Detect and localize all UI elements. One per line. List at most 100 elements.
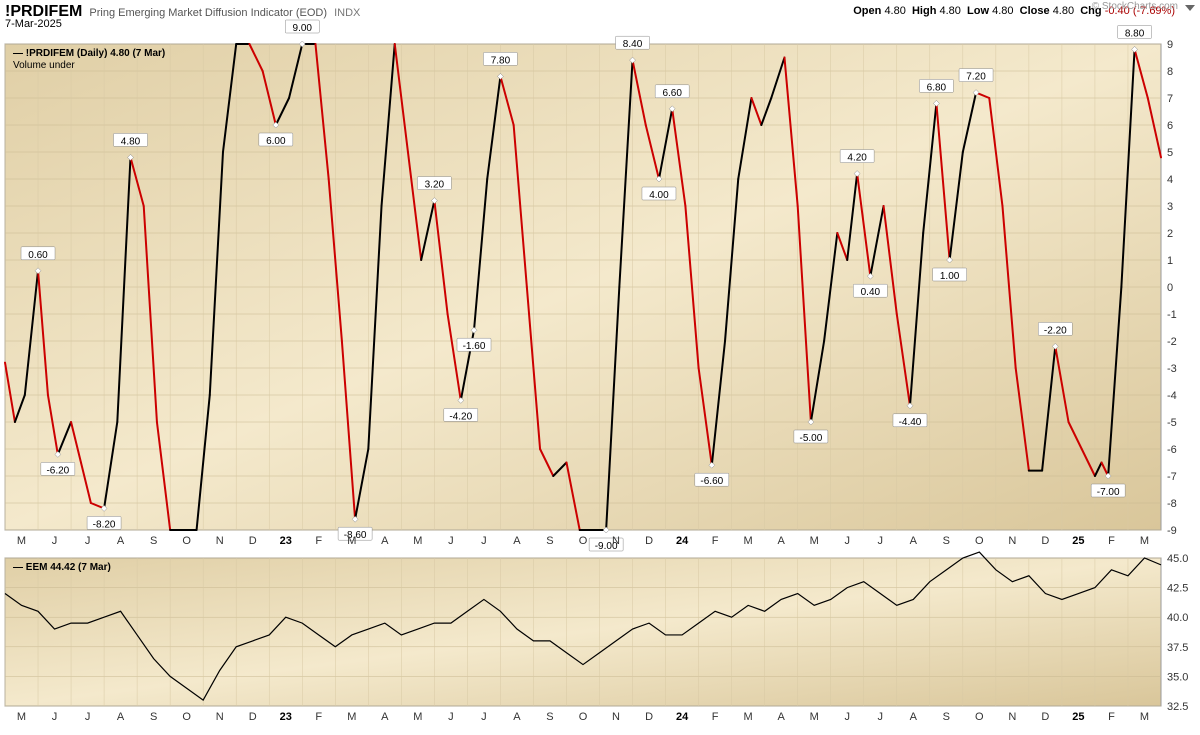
svg-text:6.80: 6.80	[927, 82, 947, 93]
index-tag: INDX	[334, 7, 360, 19]
svg-text:N: N	[1008, 535, 1016, 547]
svg-text:S: S	[546, 535, 553, 547]
svg-text:-7.00: -7.00	[1097, 487, 1120, 498]
svg-text:6: 6	[1167, 120, 1173, 132]
svg-text:M: M	[1140, 711, 1149, 723]
svg-text:8.40: 8.40	[623, 39, 643, 50]
svg-text:F: F	[315, 711, 322, 723]
svg-text:-6: -6	[1167, 444, 1177, 456]
svg-text:25: 25	[1072, 711, 1084, 723]
svg-text:J: J	[85, 535, 91, 547]
svg-text:7.80: 7.80	[491, 55, 511, 66]
svg-text:-5: -5	[1167, 417, 1177, 429]
svg-text:Volume under: Volume under	[13, 60, 75, 71]
svg-text:32.5: 32.5	[1167, 701, 1188, 713]
svg-text:S: S	[546, 711, 553, 723]
svg-text:M: M	[413, 711, 422, 723]
svg-text:35.0: 35.0	[1167, 671, 1188, 683]
svg-text:F: F	[712, 535, 719, 547]
svg-text:-6.60: -6.60	[700, 476, 723, 487]
svg-text:40.0: 40.0	[1167, 612, 1188, 624]
svg-text:J: J	[844, 535, 850, 547]
svg-text:J: J	[481, 711, 487, 723]
svg-text:M: M	[347, 535, 356, 547]
svg-text:-8: -8	[1167, 498, 1177, 510]
svg-text:M: M	[744, 535, 753, 547]
svg-text:-8.20: -8.20	[93, 519, 116, 530]
svg-text:N: N	[216, 535, 224, 547]
chart-canvas: -9-8-7-6-5-4-3-2-10123456789— !PRDIFEM (…	[0, 0, 1200, 735]
svg-text:A: A	[513, 535, 521, 547]
svg-text:0.40: 0.40	[861, 287, 881, 298]
svg-text:F: F	[1108, 711, 1115, 723]
svg-text:6.60: 6.60	[662, 88, 682, 99]
svg-text:42.5: 42.5	[1167, 583, 1188, 595]
svg-text:O: O	[579, 535, 588, 547]
svg-text:A: A	[381, 535, 389, 547]
svg-text:M: M	[810, 535, 819, 547]
svg-text:-1.60: -1.60	[463, 341, 486, 352]
svg-text:J: J	[448, 711, 454, 723]
svg-text:O: O	[182, 711, 191, 723]
svg-text:F: F	[315, 535, 322, 547]
svg-text:25: 25	[1072, 535, 1084, 547]
svg-text:— !PRDIFEM (Daily) 4.80 (7 Mar: — !PRDIFEM (Daily) 4.80 (7 Mar)	[13, 48, 165, 59]
svg-text:23: 23	[280, 535, 292, 547]
svg-text:24: 24	[676, 711, 689, 723]
svg-text:A: A	[910, 711, 918, 723]
symbol-description: Pring Emerging Market Diffusion Indicato…	[89, 7, 327, 19]
svg-text:9: 9	[1167, 39, 1173, 51]
svg-text:4.00: 4.00	[649, 190, 669, 201]
svg-text:O: O	[182, 535, 191, 547]
svg-text:D: D	[1041, 711, 1049, 723]
svg-text:D: D	[645, 535, 653, 547]
settings-dropdown-icon[interactable]	[1183, 0, 1197, 14]
svg-text:3.20: 3.20	[425, 180, 445, 191]
svg-text:24: 24	[676, 535, 689, 547]
svg-text:J: J	[844, 711, 850, 723]
svg-text:A: A	[777, 535, 785, 547]
svg-text:A: A	[381, 711, 389, 723]
svg-text:S: S	[943, 535, 950, 547]
svg-text:M: M	[413, 535, 422, 547]
svg-text:O: O	[975, 711, 984, 723]
svg-text:-6.20: -6.20	[46, 465, 69, 476]
svg-text:-2: -2	[1167, 336, 1177, 348]
svg-text:-9: -9	[1167, 525, 1177, 537]
svg-text:— EEM 44.42 (7 Mar): — EEM 44.42 (7 Mar)	[13, 562, 111, 573]
svg-text:M: M	[347, 711, 356, 723]
chart-date: 7-Mar-2025	[5, 18, 62, 30]
svg-text:4.20: 4.20	[847, 153, 867, 164]
svg-text:J: J	[85, 711, 91, 723]
svg-text:5: 5	[1167, 147, 1173, 159]
svg-text:A: A	[513, 711, 521, 723]
svg-text:1.00: 1.00	[940, 271, 960, 282]
svg-text:-4: -4	[1167, 390, 1177, 402]
svg-text:M: M	[17, 711, 26, 723]
svg-text:1: 1	[1167, 255, 1173, 267]
svg-text:-1: -1	[1167, 309, 1177, 321]
svg-text:23: 23	[280, 711, 292, 723]
svg-text:4: 4	[1167, 174, 1173, 186]
svg-text:J: J	[878, 535, 884, 547]
svg-text:-2.20: -2.20	[1044, 325, 1067, 336]
svg-text:F: F	[1108, 535, 1115, 547]
svg-text:6.00: 6.00	[266, 136, 286, 147]
svg-text:S: S	[943, 711, 950, 723]
svg-text:-4.20: -4.20	[449, 411, 472, 422]
svg-text:-7: -7	[1167, 471, 1177, 483]
attribution: © StockCharts.com	[1092, 1, 1178, 12]
svg-text:J: J	[481, 535, 487, 547]
svg-text:S: S	[150, 535, 157, 547]
svg-text:D: D	[249, 535, 257, 547]
svg-text:N: N	[1008, 711, 1016, 723]
svg-text:A: A	[117, 535, 125, 547]
svg-text:D: D	[1041, 535, 1049, 547]
svg-text:S: S	[150, 711, 157, 723]
svg-text:O: O	[579, 711, 588, 723]
svg-text:N: N	[612, 535, 620, 547]
svg-text:J: J	[448, 535, 454, 547]
svg-text:8: 8	[1167, 66, 1173, 78]
svg-text:-5.00: -5.00	[799, 433, 822, 444]
svg-text:F: F	[712, 711, 719, 723]
